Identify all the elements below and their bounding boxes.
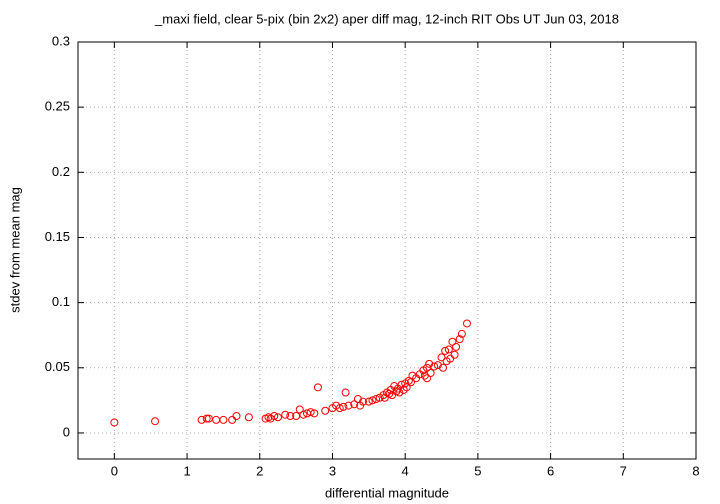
- point: [368, 396, 377, 405]
- point: [197, 415, 206, 424]
- y-tick-label: 0.3: [52, 33, 70, 48]
- point: [444, 345, 453, 354]
- x-tick-label: 0: [111, 463, 118, 478]
- point: [299, 410, 308, 419]
- point: [310, 409, 319, 418]
- point: [270, 411, 279, 420]
- point: [364, 397, 373, 406]
- point: [295, 405, 304, 414]
- point: [395, 388, 404, 397]
- point: [462, 319, 471, 328]
- point: [446, 354, 455, 363]
- x-tick-label: 2: [256, 463, 263, 478]
- point: [202, 414, 211, 423]
- point: [335, 404, 344, 413]
- point: [433, 361, 442, 370]
- y-tick-label: 0: [63, 424, 70, 439]
- point: [397, 380, 406, 389]
- x-tick-label: 1: [183, 463, 190, 478]
- plot-frame: [77, 41, 697, 460]
- point: [264, 413, 273, 422]
- point: [232, 411, 241, 420]
- point: [281, 410, 290, 419]
- y-tick-label: 0.15: [45, 229, 70, 244]
- point: [437, 353, 446, 362]
- point: [425, 359, 434, 368]
- x-tick-label: 5: [474, 463, 481, 478]
- point: [441, 346, 450, 355]
- y-tick-label: 0.2: [52, 164, 70, 179]
- point: [404, 376, 413, 385]
- point: [306, 408, 315, 417]
- point: [350, 400, 359, 409]
- x-tick-label: 7: [620, 463, 627, 478]
- point: [321, 406, 330, 415]
- point: [380, 393, 389, 402]
- point: [151, 417, 160, 426]
- y-tick-label: 0.05: [45, 359, 70, 374]
- chart-title: _maxi field, clear 5-pix (bin 2x2) aper …: [154, 11, 619, 26]
- point: [110, 418, 119, 427]
- point: [388, 391, 397, 400]
- point: [452, 342, 461, 351]
- point: [372, 395, 381, 404]
- point: [339, 402, 348, 411]
- point: [422, 374, 431, 383]
- x-tick-label: 8: [692, 463, 699, 478]
- point: [344, 401, 353, 410]
- point: [341, 388, 350, 397]
- point: [273, 413, 282, 422]
- x-tick-label: 3: [329, 463, 336, 478]
- point: [448, 337, 457, 346]
- y-tick-label: 0.1: [52, 294, 70, 309]
- y-axis-label: stdev from mean mag: [7, 187, 22, 313]
- x-tick-label: 6: [547, 463, 554, 478]
- point: [219, 415, 228, 424]
- x-tick-label: 4: [402, 463, 409, 478]
- point: [430, 362, 439, 371]
- point: [244, 413, 253, 422]
- point: [313, 383, 322, 392]
- point: [450, 350, 459, 359]
- y-tick-label: 0.25: [45, 99, 70, 114]
- x-axis-label: differential magnitude: [325, 485, 449, 500]
- point: [228, 415, 237, 424]
- point: [457, 329, 466, 338]
- point: [286, 411, 295, 420]
- point: [426, 368, 435, 377]
- point: [212, 415, 221, 424]
- point: [455, 335, 464, 344]
- point: [359, 397, 368, 406]
- point: [438, 363, 447, 372]
